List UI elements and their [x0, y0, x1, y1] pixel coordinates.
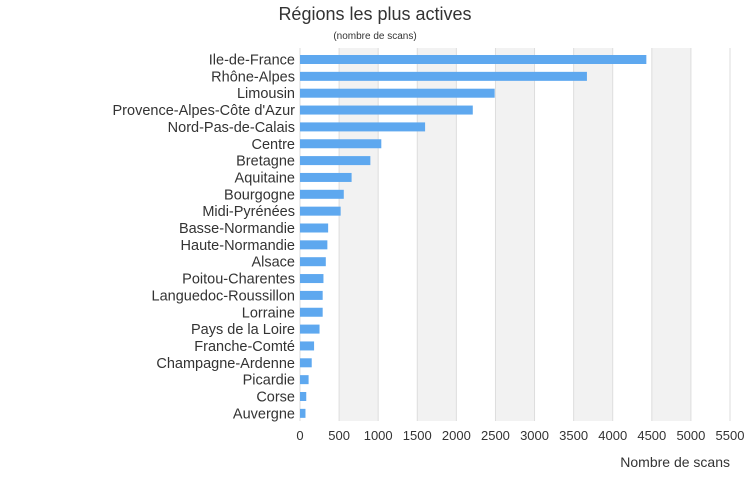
x-tick-label: 3000 — [520, 428, 549, 443]
bar — [300, 206, 341, 216]
category-label: Corse — [256, 390, 295, 406]
category-label: Auvergne — [233, 406, 295, 422]
category-labels: Ile-de-FranceRhône-AlpesLimousinProvence… — [113, 53, 296, 423]
bar — [300, 88, 495, 98]
category-label: Aquitaine — [235, 170, 295, 186]
x-axis-label: Nombre de scans — [620, 454, 730, 470]
bar — [300, 105, 473, 115]
background-band — [573, 48, 613, 421]
bar — [300, 274, 324, 284]
x-tick-label: 1500 — [403, 428, 432, 443]
category-label: Languedoc-Roussillon — [152, 288, 296, 304]
bar — [300, 223, 329, 233]
bar — [300, 122, 426, 132]
bar — [300, 324, 320, 334]
bars — [300, 55, 647, 418]
background-band — [651, 48, 691, 421]
bar — [300, 156, 371, 166]
category-label: Champagne-Ardenne — [156, 356, 295, 372]
x-tick-label: 500 — [328, 428, 350, 443]
x-tick-label: 2000 — [442, 428, 471, 443]
category-label: Alsace — [251, 255, 295, 271]
category-label: Ile-de-France — [209, 53, 295, 69]
x-tick-label: 5500 — [716, 428, 745, 443]
category-label: Centre — [251, 137, 295, 153]
x-tick-label: 1000 — [364, 428, 393, 443]
background-bands — [339, 48, 691, 421]
chart-subtitle: (nombre de scans) — [333, 31, 417, 42]
x-tick-label: 5000 — [676, 428, 705, 443]
category-label: Bourgogne — [224, 187, 295, 203]
bar — [300, 408, 306, 418]
bar — [300, 55, 647, 64]
category-label: Rhône-Alpes — [211, 69, 295, 85]
bar — [300, 341, 315, 351]
background-band — [495, 48, 535, 421]
category-label: Provence-Alpes-Côte d'Azur — [113, 103, 296, 119]
bar — [300, 392, 307, 401]
category-label: Limousin — [237, 86, 295, 102]
chart-title: Régions les plus actives — [278, 4, 472, 24]
background-band — [339, 48, 379, 421]
x-tick-label: 3500 — [559, 428, 588, 443]
bar — [300, 358, 312, 368]
category-label: Bretagne — [236, 154, 295, 170]
bar — [300, 290, 323, 300]
bar — [300, 257, 326, 267]
category-label: Basse-Normandie — [179, 221, 295, 237]
x-tick-label: 0 — [296, 428, 303, 443]
category-label: Poitou-Charentes — [182, 272, 295, 288]
category-label: Midi-Pyrénées — [202, 204, 295, 220]
bar — [300, 189, 344, 199]
x-tick-label: 4500 — [637, 428, 666, 443]
x-tick-label: 2500 — [481, 428, 510, 443]
bar — [300, 172, 352, 182]
category-label: Franche-Comté — [194, 339, 295, 355]
category-label: Haute-Normandie — [181, 238, 295, 254]
category-label: Nord-Pas-de-Calais — [168, 120, 295, 136]
category-label: Picardie — [243, 373, 295, 389]
bar — [300, 307, 323, 317]
bar — [300, 375, 309, 385]
bar — [300, 139, 382, 149]
bar — [300, 71, 587, 81]
background-band — [417, 48, 457, 421]
x-tick-labels: 0 500 1000 1500 2000 2500 3000 3500 4000 4500 5000… — [296, 428, 744, 443]
category-label: Lorraine — [242, 305, 295, 321]
bar — [300, 240, 328, 250]
category-label: Pays de la Loire — [191, 322, 295, 338]
x-tick-label: 4000 — [598, 428, 627, 443]
